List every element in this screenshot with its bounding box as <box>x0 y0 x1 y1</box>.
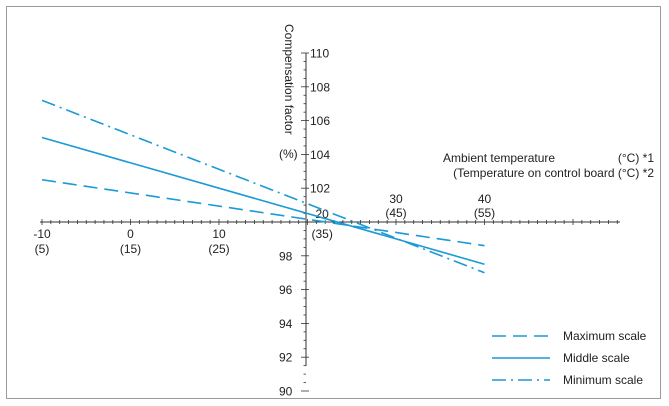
y-tick-label: 92 <box>279 351 293 365</box>
y-axis-title: Compensation factor <box>282 24 296 135</box>
y-ticks: 90 92 94 96 98 102 104 106 108 110 <box>279 47 330 399</box>
y-tick-label: 90 <box>279 385 293 399</box>
legend-label: Middle scale <box>563 351 630 365</box>
y-tick-label: 102 <box>310 182 330 196</box>
chart-frame <box>6 6 661 399</box>
y-axis-unit: (%) <box>279 147 298 161</box>
x-tick-sublabel: (5) <box>35 242 50 256</box>
x-tick-sublabel: (45) <box>385 206 406 220</box>
x-tick-sublabel: (15) <box>120 242 141 256</box>
x-tick-label: -10 <box>33 227 51 241</box>
y-tick-label: 96 <box>279 283 293 297</box>
series-lines <box>41 99 485 274</box>
x-tick-sublabel: (35) <box>312 227 333 241</box>
x-axis-title-1: Ambient temperature <box>443 151 555 165</box>
x-tick-label: 40 <box>478 192 492 206</box>
y-tick-label: 98 <box>279 249 293 263</box>
x-tick-sublabel: (25) <box>208 242 229 256</box>
series-line-middle-scale <box>41 136 485 266</box>
y-tick-label: 94 <box>279 317 293 331</box>
x-ticks: -10(5)0(15)10(25)20(35)30(45)40(55) <box>33 192 618 256</box>
y-tick-label: 110 <box>310 47 329 61</box>
series-line-maximum-scale <box>41 178 485 247</box>
series-line-minimum-scale <box>41 99 485 274</box>
x-tick-label: 10 <box>212 227 226 241</box>
legend-label: Minimum scale <box>563 373 643 387</box>
x-tick-sublabel: (55) <box>474 206 495 220</box>
y-tick-label: 106 <box>310 114 330 128</box>
y-tick-label: 108 <box>310 80 330 94</box>
axes <box>40 53 620 366</box>
x-tick-label: 30 <box>389 192 403 206</box>
legend-label: Maximum scale <box>563 329 647 343</box>
y-tick-label: 104 <box>310 148 330 162</box>
x-tick-label: 0 <box>127 227 134 241</box>
x-axis-title-2: (Temperature on control board (°C) *2 <box>453 166 654 180</box>
x-axis-unit-1: (°C) *1 <box>618 151 654 165</box>
legend: Maximum scale Middle scale Minimum scale <box>492 329 647 387</box>
